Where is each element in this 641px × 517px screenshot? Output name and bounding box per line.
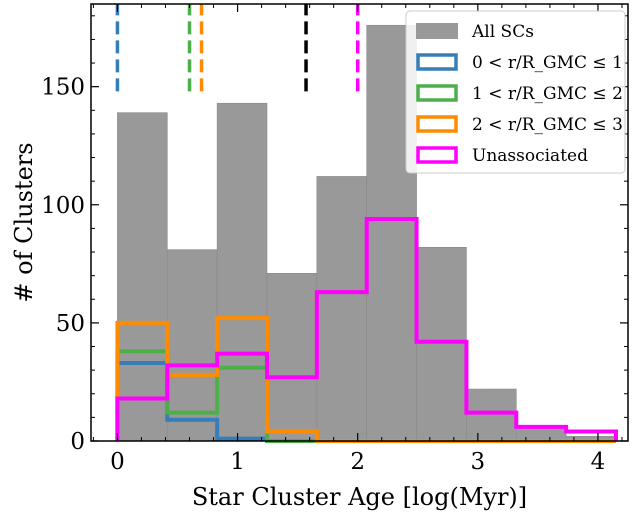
median-markers-layer — [115, 4, 360, 92]
x-tick-label: 2 — [350, 449, 365, 475]
bar-all-scs-3 — [266, 272, 318, 442]
legend-box — [405, 10, 626, 174]
bar-all-scs-8 — [515, 426, 567, 442]
legend-label-2: 1 < r/R_GMC ≤ 2 — [472, 84, 623, 104]
x-axis-title: Star Cluster Age [log(Myr)] — [192, 483, 527, 511]
y-tick-label: 0 — [70, 429, 85, 455]
legend-swatch-4 — [416, 146, 458, 164]
legend-swatch-0 — [416, 23, 458, 39]
bar-all-scs-7 — [466, 388, 517, 442]
bar-all-scs-4 — [316, 176, 368, 442]
x-tick-label: 0 — [110, 449, 125, 475]
legend-swatch-2 — [416, 84, 458, 102]
step-series-3 — [115, 216, 618, 441]
legend-label-1: 0 < r/R_GMC ≤ 1 — [472, 53, 623, 73]
legend-label-4: Unassociated — [472, 146, 588, 166]
axes-frame — [90, 3, 629, 442]
bar-all-scs-1 — [166, 249, 218, 442]
bar-all-scs-0 — [117, 112, 168, 442]
legend-label-3: 2 < r/R_GMC ≤ 3 — [472, 115, 623, 135]
y-tick-label: 100 — [41, 193, 85, 219]
x-tick-label: 4 — [591, 449, 606, 475]
y-tick-label: 50 — [56, 311, 85, 337]
legend-label-0: All SCs — [471, 22, 534, 42]
axis-ticks: 0 1 2 3 4 0 50 100 150 Star Cluster Age [log(Myr)… — [10, 4, 628, 511]
legend-swatch-3 — [416, 115, 458, 133]
y-tick-label: 150 — [41, 75, 85, 101]
plot-frame — [90, 3, 629, 442]
legend: All SCs 0 < r/R_GMC ≤ 1 1 < r/R_GMC ≤ 2 2 <… — [405, 10, 626, 174]
bar-all-scs-2 — [216, 102, 268, 442]
filled-bars-layer — [117, 24, 617, 442]
x-tick-label: 1 — [230, 449, 245, 475]
legend-swatch-1 — [416, 53, 458, 71]
y-axis-title: # of Clusters — [10, 142, 38, 302]
bar-all-scs-6 — [416, 247, 467, 442]
x-tick-label: 3 — [471, 449, 486, 475]
